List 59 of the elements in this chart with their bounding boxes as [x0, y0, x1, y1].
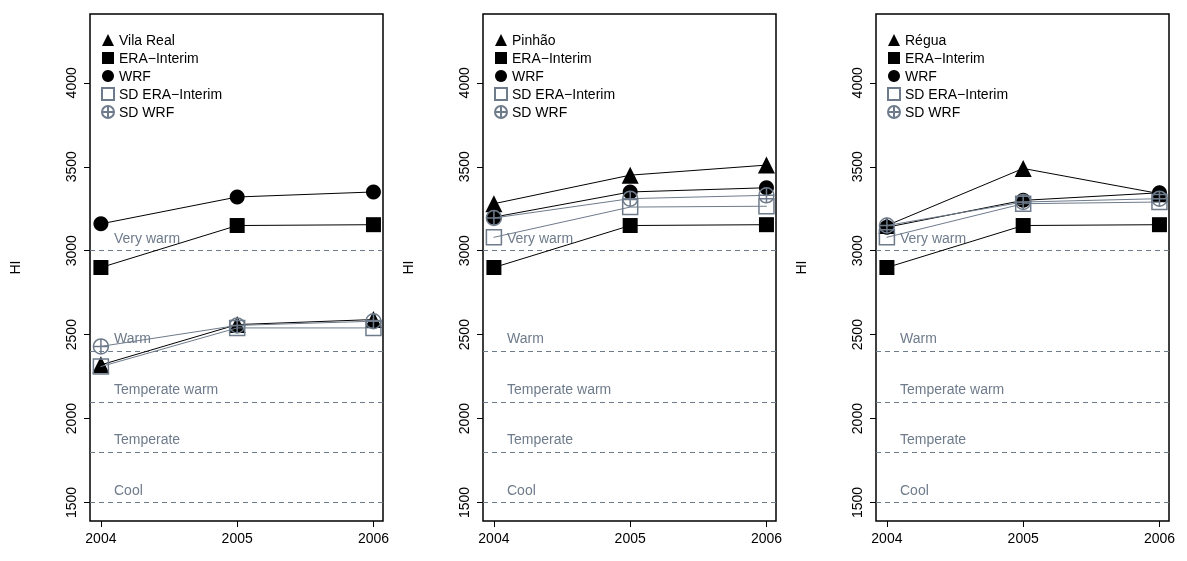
- x-tick-label: 2006: [357, 530, 390, 546]
- y-axis-title: HI: [793, 260, 809, 275]
- legend-label: WRF: [119, 68, 151, 84]
- y-tick-label: 2000: [63, 402, 79, 435]
- legend-label: WRF: [905, 68, 937, 84]
- ref-line-label: Temperate warm: [114, 380, 219, 397]
- y-tick-label: 2500: [63, 318, 79, 351]
- y-tick-label: 3500: [63, 150, 79, 183]
- ref-line-label: Temperate: [114, 431, 181, 448]
- legend-label: SD ERA−Interim: [905, 86, 1009, 102]
- legend-label: SD ERA−Interim: [119, 86, 223, 102]
- legend-label: SD WRF: [905, 104, 961, 120]
- y-tick-label: 3500: [456, 150, 472, 183]
- ref-line-label: Warm: [900, 330, 937, 347]
- y-tick-label: 3500: [849, 150, 865, 183]
- ref-line-label: Very warm: [900, 229, 967, 246]
- ref-line-label: Very warm: [507, 229, 574, 246]
- y-tick-label: 1500: [456, 486, 472, 519]
- x-tick-label: 2005: [614, 530, 646, 546]
- ref-line-label: Temperate: [900, 431, 967, 448]
- y-tick-label: 4000: [63, 67, 79, 99]
- y-axis-title: HI: [400, 260, 416, 275]
- legend-label: ERA−Interim: [905, 50, 985, 66]
- y-tick-label: 1500: [849, 486, 865, 519]
- ref-line-label: Temperate warm: [900, 380, 1005, 397]
- ref-line-label: Cool: [900, 481, 929, 498]
- x-tick-label: 2004: [478, 530, 510, 546]
- legend-label: SD WRF: [119, 104, 175, 120]
- legend-label: Vila Real: [119, 32, 175, 48]
- y-axis-title: HI: [7, 260, 23, 275]
- ref-line-label: Cool: [507, 481, 536, 498]
- y-tick-label: 2000: [849, 402, 865, 435]
- y-tick-label: 2500: [849, 318, 865, 351]
- y-tick-label: 3000: [63, 234, 79, 267]
- y-tick-label: 1500: [63, 486, 79, 519]
- ref-line-label: Temperate: [507, 431, 574, 448]
- y-tick-label: 2500: [456, 318, 472, 351]
- y-tick-label: 4000: [456, 67, 472, 99]
- x-tick-label: 2006: [1143, 530, 1176, 546]
- ref-line-label: Cool: [114, 481, 143, 498]
- y-tick-label: 2000: [456, 402, 472, 435]
- ref-line-label: Temperate warm: [507, 380, 612, 397]
- ref-line-label: Very warm: [114, 229, 181, 246]
- y-tick-label: 3000: [849, 234, 865, 267]
- ref-line-label: Warm: [507, 330, 544, 347]
- legend-label: WRF: [512, 68, 544, 84]
- y-tick-label: 3000: [456, 234, 472, 267]
- legend-label: ERA−Interim: [512, 50, 592, 66]
- x-tick-label: 2005: [221, 530, 253, 546]
- x-tick-label: 2004: [871, 530, 903, 546]
- x-tick-label: 2004: [85, 530, 117, 546]
- x-tick-label: 2006: [750, 530, 783, 546]
- legend-label: SD ERA−Interim: [512, 86, 616, 102]
- legend-label: Pinhão: [512, 32, 556, 48]
- y-tick-label: 4000: [849, 67, 865, 99]
- legend-label: ERA−Interim: [119, 50, 199, 66]
- legend-label: Régua: [905, 32, 947, 48]
- legend-label: SD WRF: [512, 104, 568, 120]
- x-tick-label: 2005: [1007, 530, 1039, 546]
